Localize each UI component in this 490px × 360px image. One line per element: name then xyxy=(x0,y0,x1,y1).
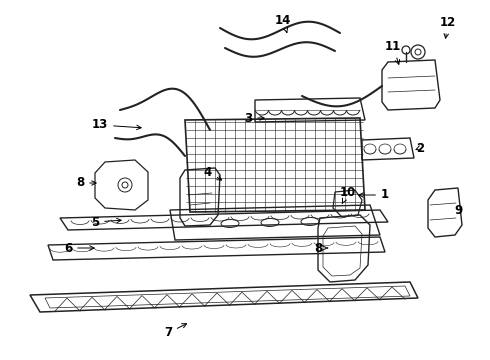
Text: 2: 2 xyxy=(416,141,424,154)
Text: 10: 10 xyxy=(340,185,356,204)
Text: 8: 8 xyxy=(314,242,328,255)
Text: 4: 4 xyxy=(204,166,221,180)
Text: 3: 3 xyxy=(244,112,264,125)
Text: 9: 9 xyxy=(454,203,462,216)
Text: 7: 7 xyxy=(164,324,187,339)
Text: 6: 6 xyxy=(64,242,94,255)
Text: 11: 11 xyxy=(385,40,401,64)
Text: 14: 14 xyxy=(275,13,291,32)
Text: 8: 8 xyxy=(76,176,96,189)
Text: 12: 12 xyxy=(440,15,456,38)
Text: 1: 1 xyxy=(359,189,389,202)
Text: 13: 13 xyxy=(92,118,141,131)
Text: 5: 5 xyxy=(91,216,121,229)
